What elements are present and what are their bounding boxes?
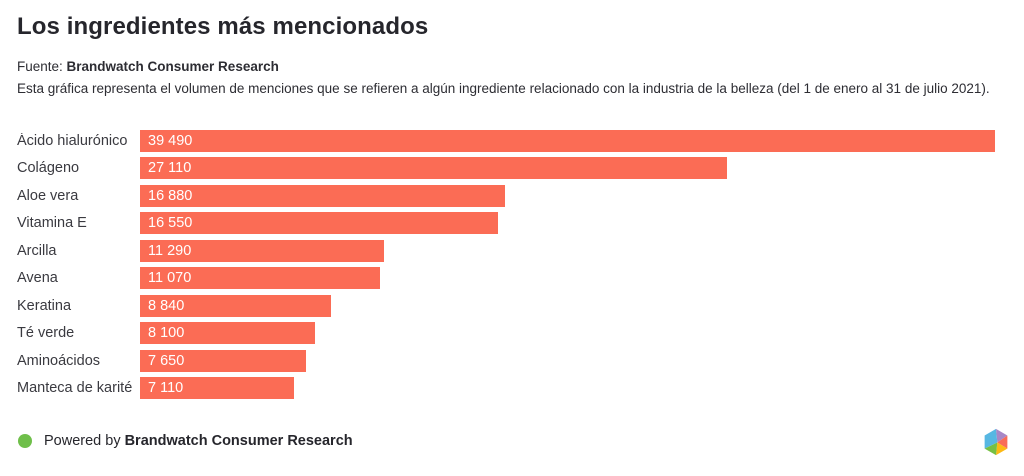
chart-row: Keratina 8 840 bbox=[17, 292, 1007, 320]
bar-track: 11 290 bbox=[140, 239, 995, 262]
source-prefix: Fuente: bbox=[17, 59, 67, 74]
bar-value-label: 11 070 bbox=[148, 270, 192, 287]
powered-by-text: Powered by bbox=[44, 433, 121, 449]
bar[interactable]: 7 110 bbox=[140, 377, 294, 400]
chart-row: Colágeno 27 110 bbox=[17, 155, 1007, 183]
bar-track: 7 110 bbox=[140, 377, 995, 400]
chart-description: Esta gráfica representa el volumen de me… bbox=[17, 81, 990, 96]
bar-value-label: 27 110 bbox=[148, 160, 192, 177]
bar-value-label: 39 490 bbox=[148, 132, 193, 149]
bar-value-label: 7 110 bbox=[148, 380, 184, 397]
bar[interactable]: 16 550 bbox=[140, 212, 499, 235]
bar[interactable]: 7 650 bbox=[140, 349, 306, 372]
category-label: Aloe vera bbox=[17, 187, 79, 204]
bar-value-label: 8 840 bbox=[148, 297, 185, 314]
bar-value-label: 8 100 bbox=[148, 325, 185, 342]
chart-row: Aloe vera 16 880 bbox=[17, 182, 1007, 210]
category-label: Ácido hialurónico bbox=[17, 132, 128, 149]
bar-value-label: 16 880 bbox=[148, 187, 193, 204]
brandwatch-logo-icon bbox=[984, 428, 1008, 456]
bar-track: 39 490 bbox=[140, 129, 995, 152]
chart-row: Avena 11 070 bbox=[17, 265, 1007, 293]
chart-row: Vitamina E 16 550 bbox=[17, 210, 1007, 238]
bar-track: 8 100 bbox=[140, 322, 995, 345]
bar-track: 27 110 bbox=[140, 157, 995, 180]
bar[interactable]: 16 880 bbox=[140, 184, 506, 207]
bar-track: 8 840 bbox=[140, 294, 995, 317]
bar-track: 16 550 bbox=[140, 212, 995, 235]
category-label: Keratina bbox=[17, 297, 72, 314]
source-line: Fuente: Brandwatch Consumer Research bbox=[17, 59, 279, 74]
bar[interactable]: 8 840 bbox=[140, 294, 332, 317]
bar-value-label: 11 290 bbox=[148, 242, 192, 259]
bar[interactable]: 11 290 bbox=[140, 239, 385, 262]
bar-chart: Ácido hialurónico 39 490 Colágeno 27 110 Alo… bbox=[17, 127, 1007, 402]
powered-by-name: Brandwatch Consumer Research bbox=[124, 433, 353, 449]
bar-value-label: 16 550 bbox=[148, 215, 193, 232]
chart-row: Ácido hialurónico 39 490 bbox=[17, 127, 1007, 155]
bar[interactable]: 8 100 bbox=[140, 322, 316, 345]
footer: Powered by Brandwatch Consumer Research bbox=[18, 433, 353, 449]
category-label: Aminoácidos bbox=[17, 352, 101, 369]
bar-track: 11 070 bbox=[140, 267, 995, 290]
chart-row: Manteca de karité 7 110 bbox=[17, 375, 1007, 403]
bar[interactable]: 39 490 bbox=[140, 129, 995, 152]
bar[interactable]: 11 070 bbox=[140, 267, 380, 290]
category-label: Té verde bbox=[17, 325, 75, 342]
chart-row: Aminoácidos 7 650 bbox=[17, 347, 1007, 375]
category-label: Vitamina E bbox=[17, 215, 87, 232]
category-label: Manteca de karité bbox=[17, 380, 133, 397]
source-name: Brandwatch Consumer Research bbox=[66, 59, 279, 74]
category-label: Colágeno bbox=[17, 160, 80, 177]
chart-row: Arcilla 11 290 bbox=[17, 237, 1007, 265]
bar-value-label: 7 650 bbox=[148, 352, 185, 369]
category-label: Avena bbox=[17, 270, 58, 287]
bar[interactable]: 27 110 bbox=[140, 157, 727, 180]
category-label: Arcilla bbox=[17, 242, 57, 259]
bar-track: 16 880 bbox=[140, 184, 995, 207]
bar-track: 7 650 bbox=[140, 349, 995, 372]
brand-dot-icon bbox=[18, 434, 32, 448]
chart-title: Los ingredientes más mencionados bbox=[17, 13, 429, 40]
chart-row: Té verde 8 100 bbox=[17, 320, 1007, 348]
